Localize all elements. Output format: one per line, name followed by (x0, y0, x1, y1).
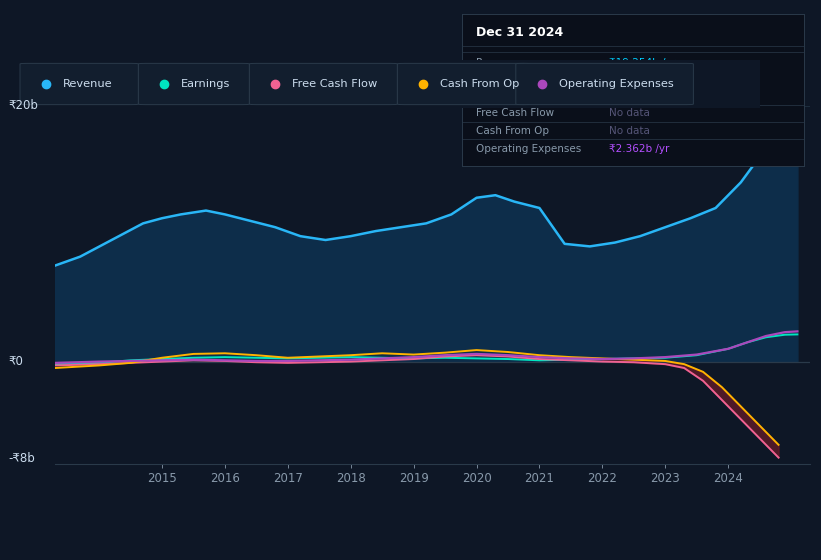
FancyBboxPatch shape (250, 63, 397, 105)
Text: Operating Expenses: Operating Expenses (559, 79, 673, 89)
Text: 11.0%: 11.0% (609, 90, 645, 100)
Text: Cash From Op: Cash From Op (475, 126, 548, 136)
FancyBboxPatch shape (20, 63, 139, 105)
Text: ₹20b: ₹20b (8, 99, 38, 112)
Text: Revenue: Revenue (475, 58, 521, 68)
Text: ₹2.362b /yr: ₹2.362b /yr (609, 144, 669, 155)
Text: No data: No data (609, 108, 650, 118)
Text: Free Cash Flow: Free Cash Flow (475, 108, 554, 118)
Text: -₹8b: -₹8b (8, 452, 35, 465)
Text: Revenue: Revenue (63, 79, 112, 89)
FancyBboxPatch shape (139, 63, 250, 105)
FancyBboxPatch shape (397, 63, 530, 105)
Text: ₹2.124b /yr: ₹2.124b /yr (609, 76, 669, 86)
Text: Earnings: Earnings (181, 79, 231, 89)
Text: ₹19.254b /yr: ₹19.254b /yr (609, 58, 676, 68)
Text: Dec 31 2024: Dec 31 2024 (475, 26, 563, 39)
Text: Operating Expenses: Operating Expenses (475, 144, 581, 155)
FancyBboxPatch shape (516, 63, 694, 105)
Text: Earnings: Earnings (475, 76, 521, 86)
Text: Cash From Op: Cash From Op (440, 79, 520, 89)
Text: Free Cash Flow: Free Cash Flow (292, 79, 378, 89)
Text: No data: No data (609, 126, 650, 136)
Text: ₹0: ₹0 (8, 355, 23, 368)
Text: profit margin: profit margin (647, 90, 718, 100)
